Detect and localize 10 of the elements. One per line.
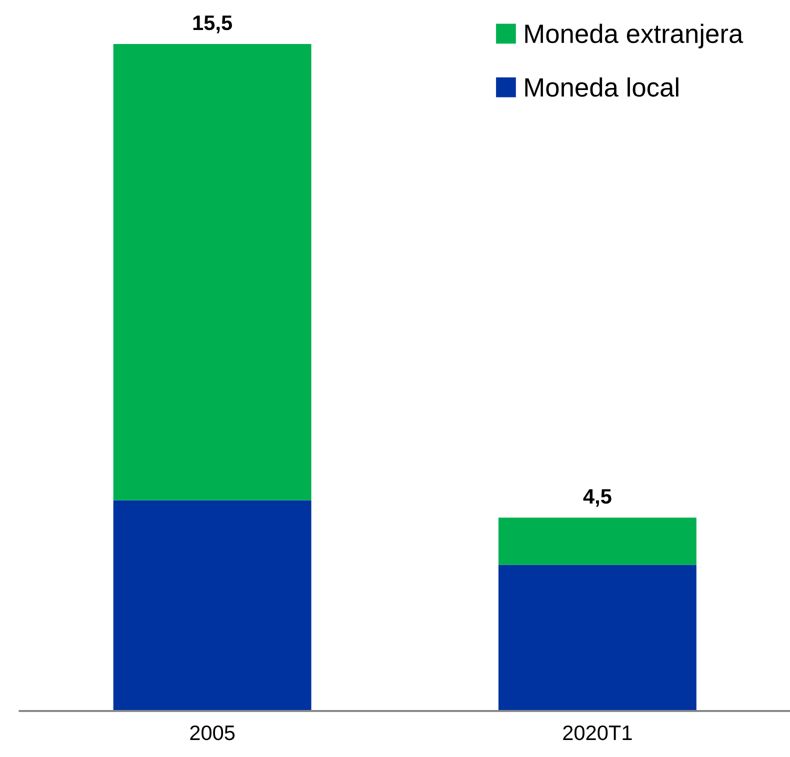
bar — [113, 500, 312, 711]
annotation: 4,5 — [583, 489, 612, 507]
x-tick-label: 2020T1 — [563, 725, 632, 740]
bar — [498, 518, 696, 565]
x-tick-label: 2005 — [190, 725, 235, 740]
bar — [498, 564, 696, 711]
legend-label: Moneda extranjera — [525, 24, 744, 48]
bar — [113, 44, 312, 500]
legend-label: Moneda local — [525, 77, 678, 97]
annotation: 15,5 — [193, 16, 232, 34]
